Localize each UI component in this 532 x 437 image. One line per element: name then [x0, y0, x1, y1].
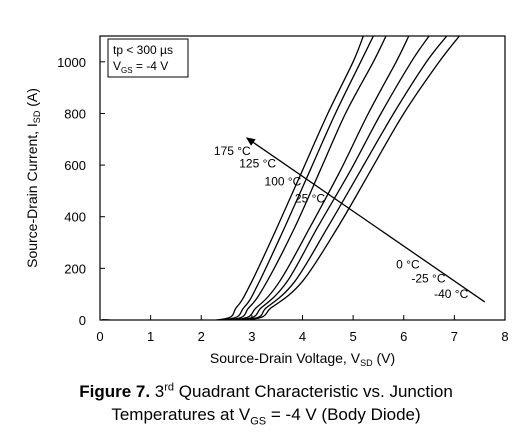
x-tick-label: 5 [350, 329, 357, 344]
series-line [102, 36, 364, 320]
caption-line-2-start: Temperatures at V [111, 405, 251, 424]
temperature-label: 125 °C [239, 157, 276, 171]
x-axis-label-subscript: SD [360, 358, 373, 368]
x-tick-label: 1 [147, 329, 154, 344]
temperature-label: -25 °C [411, 272, 445, 286]
x-tick-label: 2 [198, 329, 205, 344]
series-group [102, 36, 460, 320]
x-tick-label: 3 [248, 329, 255, 344]
y-tick-label: 600 [64, 158, 86, 173]
legend-gate-voltage: VGS = -4 V [113, 59, 168, 75]
y-tick-label: 0 [79, 313, 86, 328]
chart: 0 1 2 3 4 5 6 7 8 0 200 400 600 800 1000 Source-Drain V… [24, 35, 509, 368]
x-tick-label: 7 [451, 329, 458, 344]
caption-quadrant-number: 3 [150, 382, 165, 401]
figure-label: Figure 7. [79, 382, 151, 401]
series-line [102, 36, 387, 320]
y-axis-label: Source-Drain Current, ISD (A) [24, 88, 42, 268]
x-tick-label: 0 [96, 329, 103, 344]
legend-vgs-value: = -4 V [133, 59, 169, 73]
caption-line-2-rest: = -4 V (Body Diode) [266, 405, 421, 424]
y-tick-label: 400 [64, 210, 86, 225]
temperature-label: 175 °C [214, 144, 251, 158]
temperature-label: 0 °C [396, 257, 420, 271]
y-tick-label: 200 [64, 261, 86, 276]
series-line [102, 36, 410, 320]
figure-caption-line-2: Temperatures at VGS = -4 V (Body Diode) [0, 404, 532, 428]
temperature-arrow [245, 137, 486, 303]
y-tick-label: 1000 [57, 55, 86, 70]
y-axis-label-main: Source-Drain Current, I [24, 123, 40, 268]
legend-vgs-main: V [113, 59, 121, 73]
temperature-label: -40 °C [434, 287, 468, 301]
temperature-label: 25 °C [295, 192, 325, 206]
x-axis-label-main: Source-Drain Voltage, V [210, 350, 361, 366]
x-axis-label-unit: (V) [373, 350, 396, 366]
y-axis-label-subscript: SD [32, 110, 42, 123]
x-axis-label: Source-Drain Voltage, VSD (V) [210, 350, 395, 368]
legend-vgs-subscript: GS [121, 66, 133, 75]
legend-box [107, 38, 189, 78]
caption-vgs-subscript: GS [250, 415, 267, 428]
x-tick-label: 6 [400, 329, 407, 344]
series-line [102, 36, 374, 320]
series-line [102, 36, 460, 320]
figure-caption-line-1: Figure 7. 3rd Quadrant Characteristic vs… [0, 381, 532, 403]
caption-ordinal-suffix: rd [164, 381, 175, 394]
caption-line-1-text: Quadrant Characteristic vs. Junction [174, 382, 453, 401]
x-tick-label: 4 [299, 329, 306, 344]
temperature-label: 100 °C [265, 175, 302, 189]
y-axis-label-unit: (A) [24, 88, 40, 111]
legend-pulse-width: tp < 300 µs [113, 43, 173, 57]
x-tick-label: 8 [501, 329, 508, 344]
y-tick-label: 800 [64, 106, 86, 121]
